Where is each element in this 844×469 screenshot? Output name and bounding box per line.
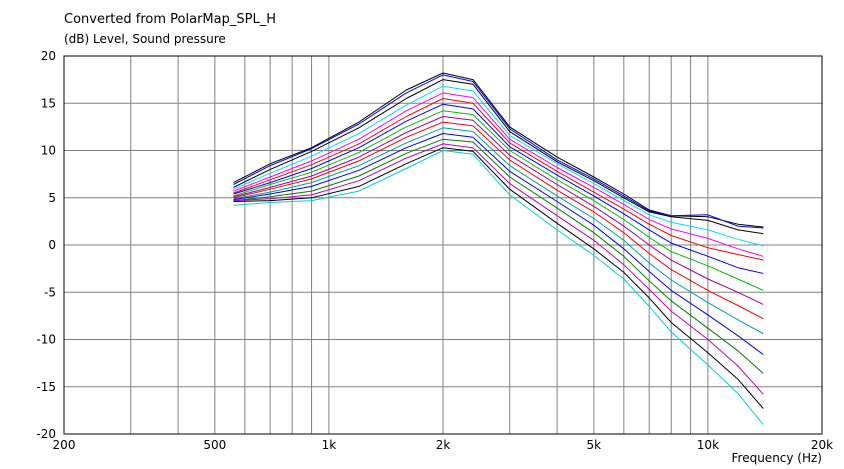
- series-line-10: [233, 121, 764, 320]
- grid: [63, 55, 823, 435]
- y-tick-label: 10: [41, 144, 56, 158]
- series-line-16: [233, 150, 764, 425]
- x-tick-label: 2k: [436, 438, 451, 452]
- y-tick-label: -15: [36, 380, 56, 394]
- series-line-9: [233, 116, 764, 305]
- series-line-1: [233, 72, 764, 228]
- x-tick-label: 500: [203, 438, 226, 452]
- series-line-5: [233, 92, 764, 257]
- series-line-2: [233, 74, 764, 229]
- x-axis-label: Frequency (Hz): [731, 451, 823, 465]
- x-tick-label: 20k: [811, 438, 833, 452]
- x-tick-label: 1k: [322, 438, 337, 452]
- x-tick-label: 5k: [587, 438, 602, 452]
- chart-title: Converted from PolarMap_SPL_H: [64, 12, 276, 27]
- y-tick-label: 0: [48, 238, 56, 252]
- y-tick-label: -20: [36, 427, 56, 441]
- y-axis-label: (dB) Level, Sound pressure: [64, 32, 226, 46]
- x-tick-label: 10k: [697, 438, 719, 452]
- plot-frame: [63, 55, 823, 435]
- series-line-4: [233, 85, 764, 247]
- x-tick-labels: 200 500 1k 2k 5k 10k 20k: [53, 438, 834, 452]
- y-tick-labels: 20 15 10 5 0 -5 -10 -15 -20: [36, 49, 56, 441]
- series-line-15: [233, 147, 764, 409]
- series-line-11: [233, 127, 764, 335]
- series-lines: [233, 72, 764, 425]
- series-line-14: [233, 143, 764, 395]
- series-line-6: [233, 98, 764, 261]
- series-line-8: [233, 110, 764, 291]
- y-tick-label: 5: [48, 191, 56, 205]
- y-tick-label: -5: [44, 285, 56, 299]
- y-tick-label: 20: [41, 49, 56, 63]
- series-line-13: [233, 138, 764, 374]
- series-line-3: [233, 79, 764, 235]
- y-tick-label: -10: [36, 333, 56, 347]
- series-line-7: [233, 103, 764, 274]
- series-line-12: [233, 133, 764, 356]
- y-tick-label: 15: [41, 96, 56, 110]
- x-tick-label: 200: [53, 438, 76, 452]
